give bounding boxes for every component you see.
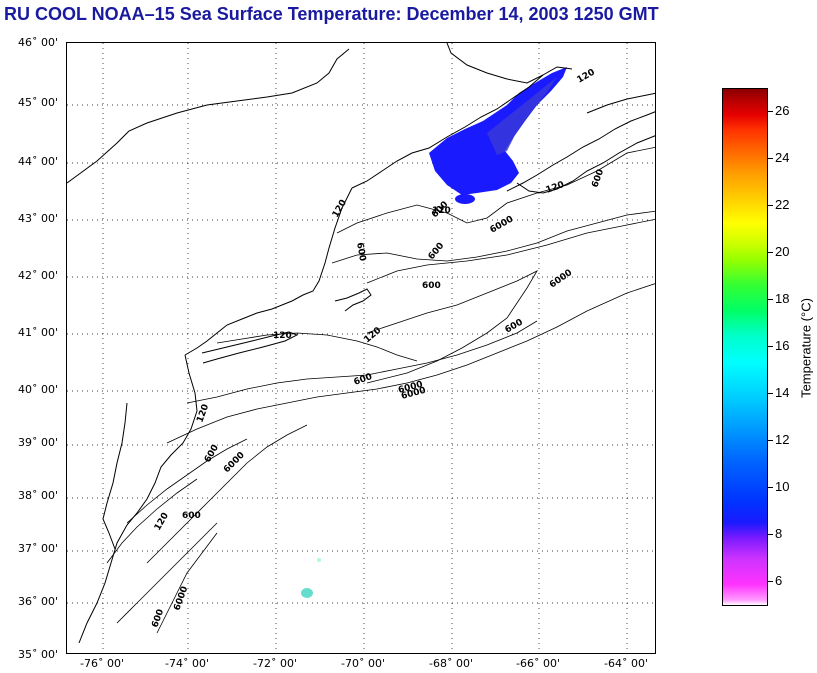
sst-map[interactable]: 120 600 6000 120 600 120 600 6000 600 60… [66, 42, 656, 654]
contour-label: 6000 [489, 214, 516, 235]
isobath-120-south [106, 478, 198, 564]
lon-label-70w: -70˚ 00' [341, 657, 385, 670]
lat-label-45n: 45˚ 00' [18, 96, 59, 109]
contour-label: 600 [422, 281, 441, 291]
isobath-6000-south [146, 424, 308, 564]
contour-label: 120 [432, 206, 451, 216]
contour-label: 600 [354, 242, 367, 262]
colorbar-tick [768, 440, 773, 441]
isobath-600-shelf [331, 210, 655, 264]
coast-nj-delmarva [78, 354, 198, 644]
colorbar-label-24: 24 [775, 150, 790, 165]
isobath-600-far-south [116, 522, 218, 624]
lon-label-76w: -76˚ 00' [80, 657, 124, 670]
border-us-canada [67, 48, 350, 184]
contour-label: 600 [353, 372, 374, 388]
colorbar-label-18: 18 [775, 291, 790, 306]
colorbar-label-20: 20 [775, 244, 790, 259]
sst-patch-georges [455, 194, 475, 204]
contour-label: 6000 [548, 268, 574, 291]
colorbar-tick [768, 158, 773, 159]
contour-label: 120 [195, 403, 211, 424]
lon-label-66w: -66˚ 00' [516, 657, 560, 670]
lat-label-43n: 43˚ 00' [18, 212, 59, 225]
isobath-600-slope [186, 320, 538, 404]
colorbar-label-8: 8 [775, 526, 783, 541]
temperature-colorbar [722, 88, 768, 606]
lat-label-36n: 36˚ 00' [18, 595, 59, 608]
isobath-6000-far-south [156, 532, 218, 634]
colorbar-tick [768, 581, 773, 582]
lon-label-72w: -72˚ 00' [253, 657, 297, 670]
colorbar-label-10: 10 [775, 479, 790, 494]
contour-label: 120 [273, 331, 292, 341]
colorbar-label-26: 26 [775, 103, 790, 118]
isobath-120-slope [216, 332, 418, 362]
coast-us-northeast [351, 66, 573, 189]
sst-fundy-shade [487, 77, 557, 155]
lat-label-42n: 42˚ 00' [18, 269, 59, 282]
coast-chesapeake [102, 402, 128, 550]
colorbar-tick [768, 299, 773, 300]
colorbar-label-6: 6 [775, 573, 783, 588]
contour-label: 600 [504, 318, 525, 336]
lat-label-44n: 44˚ 00' [18, 155, 59, 168]
lon-label-64w: -64˚ 00' [604, 657, 648, 670]
lat-label-37n: 37˚ 00' [18, 542, 59, 555]
lat-label-35n: 35˚ 00' [18, 648, 59, 661]
isobath-600-south [126, 438, 248, 524]
bathymetry [106, 146, 655, 634]
coast-new-england-south [184, 187, 353, 356]
contour-labels: 120 600 6000 120 600 120 600 6000 600 60… [150, 68, 606, 629]
lat-label-41n: 41˚ 00' [18, 326, 59, 339]
contour-label: 600 [590, 168, 606, 189]
colorbar-tick [768, 252, 773, 253]
map-canvas: 120 600 6000 120 600 120 600 6000 600 60… [67, 43, 655, 653]
isobath-georges [366, 270, 539, 384]
colorbar-label-14: 14 [775, 385, 790, 400]
sst-patch-south [301, 588, 313, 598]
lat-label-46n: 46˚ 00' [18, 36, 59, 49]
colorbar-axis-title: Temperature (°C) [798, 298, 814, 398]
border-maine-nb [446, 43, 544, 84]
colorbar-tick [768, 111, 773, 112]
colorbar-tick [768, 393, 773, 394]
isobath-120-north [336, 146, 655, 234]
lat-label-39n: 39˚ 00' [18, 436, 59, 449]
lat-label-38n: 38˚ 00' [18, 489, 59, 502]
lat-label-40n: 40˚ 00' [18, 383, 59, 396]
coast-nova-scotia [506, 111, 655, 192]
colorbar-tick [768, 487, 773, 488]
contour-label: 120 [153, 511, 171, 532]
coast-cape-cod [334, 288, 372, 312]
contour-label: 600 [182, 511, 201, 521]
lon-label-74w: -74˚ 00' [165, 657, 209, 670]
map-title: RU COOL NOAA–15 Sea Surface Temperature:… [4, 4, 659, 24]
colorbar-label-16: 16 [775, 338, 790, 353]
lon-label-68w: -68˚ 00' [429, 657, 473, 670]
colorbar-label-12: 12 [775, 432, 790, 447]
coast-pei [586, 92, 655, 114]
contour-label: 120 [576, 68, 597, 86]
isobath-6000 [366, 218, 655, 284]
sst-data [301, 67, 567, 598]
colorbar-tick [768, 346, 773, 347]
isobath-6000-slope [166, 283, 655, 444]
colorbar-label-22: 22 [775, 197, 790, 212]
sst-speck [317, 558, 321, 562]
colorbar-tick [768, 534, 773, 535]
coast-long-island [201, 331, 299, 364]
contour-label: 120 [545, 180, 566, 196]
colorbar-tick [768, 205, 773, 206]
contour-label: 6000 [222, 450, 247, 475]
contour-label: 120 [331, 198, 349, 219]
coast-nova-scotia-outer [516, 135, 655, 194]
contour-label: 600 [427, 241, 447, 262]
graticule [67, 43, 655, 653]
coastlines [67, 43, 655, 644]
